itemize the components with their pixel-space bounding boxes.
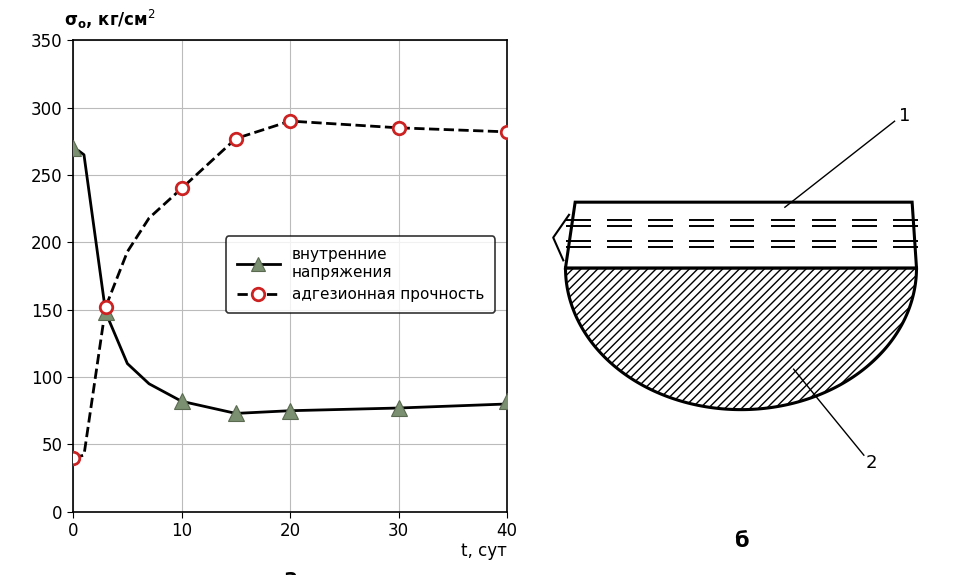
Text: $\mathbf{\sigma_o}$, кг/см$^2$: $\mathbf{\sigma_o}$, кг/см$^2$ <box>64 7 156 31</box>
Text: 2: 2 <box>866 454 878 471</box>
Text: а: а <box>283 568 297 575</box>
Polygon shape <box>566 202 916 268</box>
Legend: внутренние
напряжения, адгезионная прочность: внутренние напряжения, адгезионная прочн… <box>226 236 495 313</box>
Text: б: б <box>733 531 749 551</box>
Polygon shape <box>566 268 916 409</box>
Text: 1: 1 <box>899 107 911 125</box>
Text: t, сут: t, сут <box>461 542 507 561</box>
